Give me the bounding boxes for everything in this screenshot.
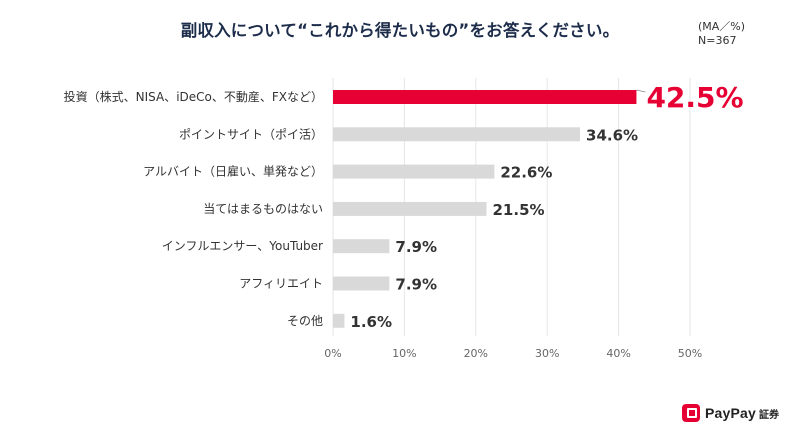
sample-note: (MA／%) N=367 <box>698 20 745 48</box>
x-tick-label: 50% <box>678 347 702 360</box>
value-label: 7.9% <box>395 276 437 294</box>
paypay-logo-name: PayPay <box>705 405 757 421</box>
x-tick-label: 20% <box>464 347 488 360</box>
bar <box>333 127 581 142</box>
value-label: 34.6% <box>586 126 638 144</box>
note-ma: (MA／%) <box>698 20 746 33</box>
bar <box>333 313 345 328</box>
category-label: アルバイト（日雇い、単発など） <box>143 164 323 179</box>
paypay-logo-icon <box>682 404 700 422</box>
category-label: その他 <box>287 314 323 328</box>
value-label: 22.6% <box>500 164 552 182</box>
value-label: 21.5% <box>493 201 545 219</box>
category-label: インフルエンサー、YouTuber <box>162 239 323 253</box>
bar <box>333 90 637 104</box>
x-tick-label: 10% <box>392 347 416 360</box>
category-label: 当てはまるものはない <box>203 202 323 216</box>
paypay-logo: PayPay 証券 <box>682 404 779 422</box>
value-leader-line <box>636 89 646 93</box>
x-tick-label: 0% <box>324 347 341 360</box>
chart-title: 副収入について“これから得たいもの”をお答えください。 <box>180 21 620 40</box>
category-label: 投資（株式、NISA、iDeCo、不動産、FXなど） <box>64 89 323 104</box>
value-label: 7.9% <box>395 238 437 256</box>
bar <box>333 239 390 254</box>
note-n: N=367 <box>698 34 737 47</box>
category-label: アフィリエイト <box>239 277 323 291</box>
x-tick-label: 30% <box>535 347 559 360</box>
paypay-logo-sub: 証券 <box>759 409 780 421</box>
category-label: ポイントサイト（ポイ活） <box>179 127 323 141</box>
bar <box>333 276 390 291</box>
bar <box>333 164 495 179</box>
bar <box>333 201 487 216</box>
value-label: 1.6% <box>350 313 392 331</box>
x-tick-label: 40% <box>606 347 630 360</box>
value-label: 42.5% <box>646 81 743 114</box>
